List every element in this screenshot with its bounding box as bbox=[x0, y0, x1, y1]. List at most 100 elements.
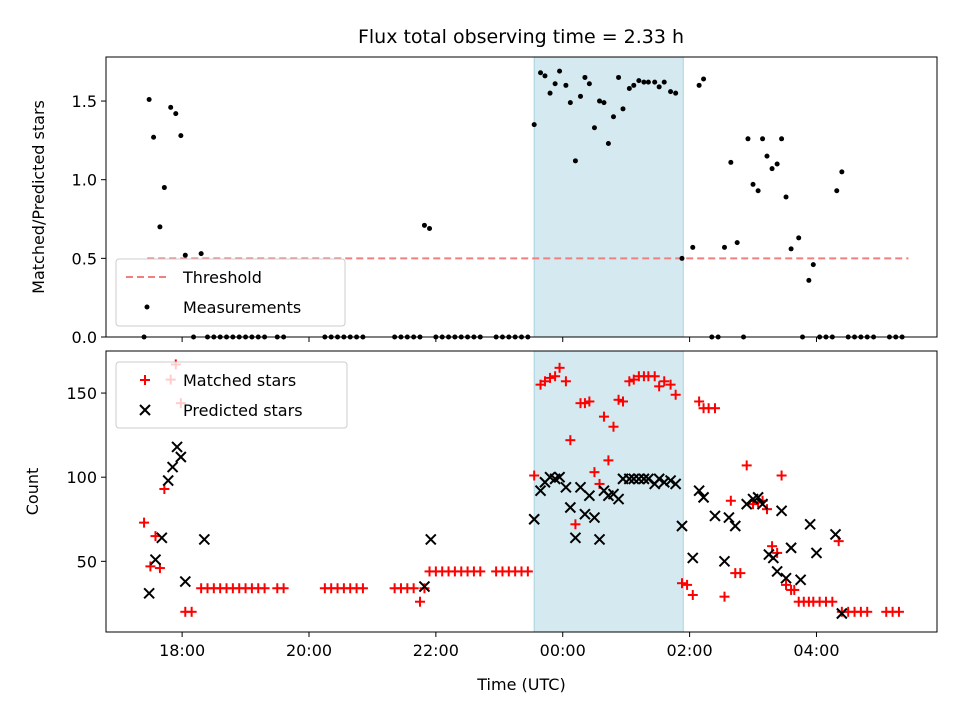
x-marker-b bbox=[149, 553, 162, 566]
predicted-star-point bbox=[579, 508, 591, 520]
bottom-x-tick-label: 20:00 bbox=[286, 641, 332, 660]
bottom-x-ticks: 18:00 20:00 22:00 00:00 02:00 04:00 bbox=[159, 632, 840, 660]
x-marker-b bbox=[718, 555, 731, 568]
bottom-y-tick-label: 150 bbox=[66, 384, 97, 403]
predicted-star-point bbox=[612, 493, 625, 505]
measurement-point bbox=[728, 159, 734, 165]
x-marker-b bbox=[810, 547, 823, 559]
x-marker-b bbox=[175, 451, 187, 463]
top-y-tick-label: 0.0 bbox=[72, 328, 97, 347]
measurement-point bbox=[661, 79, 667, 85]
predicted-star-point bbox=[149, 553, 162, 566]
measurement-point bbox=[788, 246, 794, 252]
matched-star-point bbox=[709, 403, 720, 414]
measurement-point bbox=[173, 111, 179, 117]
matched-star-point bbox=[827, 596, 838, 607]
predicted-star-point bbox=[633, 473, 645, 485]
x-marker-b bbox=[612, 493, 625, 505]
x-marker-b bbox=[628, 473, 640, 485]
predicted-star-point bbox=[560, 481, 572, 494]
x-marker-b bbox=[623, 473, 636, 485]
matched-star-point bbox=[560, 376, 571, 387]
predicted-star-point bbox=[810, 547, 823, 559]
top-y-tick-label: 0.5 bbox=[72, 249, 97, 268]
matched-star-point bbox=[565, 435, 576, 446]
bottom-y-tick-label: 100 bbox=[66, 468, 97, 487]
measurement-point bbox=[538, 70, 544, 76]
matched-star-point bbox=[278, 583, 289, 594]
matched-star-point bbox=[748, 499, 759, 510]
x-marker-b bbox=[534, 484, 547, 497]
measurement-point bbox=[796, 235, 802, 241]
matched-star-point bbox=[649, 371, 660, 382]
predicted-star-point bbox=[593, 533, 606, 546]
measurement-point bbox=[696, 82, 702, 88]
measurement-point bbox=[567, 100, 573, 106]
predicted-star-point bbox=[569, 532, 582, 544]
predicted-star-point bbox=[588, 511, 601, 524]
x-marker-b bbox=[574, 481, 587, 494]
predicted-star-point bbox=[418, 580, 431, 593]
measurement-point bbox=[146, 96, 152, 102]
bottom-x-tick-label: 02:00 bbox=[667, 641, 713, 660]
matched-star-point bbox=[608, 421, 619, 432]
matched-star-point bbox=[624, 376, 635, 387]
x-marker-b bbox=[771, 565, 783, 578]
measurement-point bbox=[834, 188, 840, 194]
matched-star-point bbox=[862, 606, 873, 617]
x-marker-b bbox=[569, 532, 582, 544]
matched-star-point bbox=[570, 519, 581, 530]
measurement-point bbox=[626, 85, 632, 91]
top-axes-frame bbox=[105, 56, 938, 338]
predicted-stars-points bbox=[143, 441, 848, 620]
matched-star-point bbox=[687, 589, 698, 600]
x-marker-b bbox=[697, 491, 710, 504]
x-marker-b bbox=[156, 532, 168, 544]
matched-star-point bbox=[665, 379, 676, 390]
predicted-star-point bbox=[653, 473, 665, 485]
predicted-star-point bbox=[162, 474, 174, 487]
legend-measurements-swatch bbox=[144, 304, 150, 310]
x-marker-b bbox=[642, 473, 655, 485]
x-marker-b bbox=[607, 488, 620, 500]
measurement-point bbox=[582, 74, 588, 80]
measurement-point bbox=[610, 114, 616, 120]
legend-predicted-label: Predicted stars bbox=[183, 401, 303, 420]
matched-star-point bbox=[522, 566, 533, 577]
measurement-point bbox=[616, 74, 622, 80]
legend-plus-marker bbox=[140, 375, 150, 385]
predicted-star-point bbox=[804, 518, 816, 531]
predicted-star-point bbox=[143, 587, 155, 600]
measurement-point bbox=[690, 244, 696, 250]
matched-star-point bbox=[659, 376, 670, 387]
matched-star-point bbox=[789, 584, 800, 595]
top-x-ticks bbox=[181, 337, 817, 342]
measurement-point bbox=[631, 82, 637, 88]
matched-star-point bbox=[694, 396, 705, 407]
predicted-star-point bbox=[638, 473, 650, 485]
x-marker-b bbox=[653, 473, 665, 485]
x-marker-b bbox=[767, 552, 780, 564]
measurement-point bbox=[636, 78, 642, 84]
matched-star-point bbox=[767, 541, 778, 552]
measurement-point bbox=[547, 90, 553, 96]
x-marker-b bbox=[794, 574, 807, 586]
x-marker-b bbox=[425, 533, 437, 546]
measurement-point bbox=[605, 141, 611, 147]
bottom-x-tick-label: 22:00 bbox=[413, 641, 459, 660]
predicted-star-point bbox=[775, 505, 788, 517]
matched-star-point bbox=[259, 583, 270, 594]
x-marker-b bbox=[593, 533, 606, 546]
predicted-star-point bbox=[729, 520, 741, 532]
measurement-point bbox=[552, 81, 558, 87]
bottom-legend: Matched stars Predicted stars bbox=[115, 361, 348, 429]
predicted-star-point bbox=[623, 473, 636, 485]
predicted-star-point bbox=[156, 532, 168, 544]
matched-star-point bbox=[603, 455, 614, 466]
legend-matched-label: Matched stars bbox=[183, 371, 296, 390]
x-marker-b bbox=[836, 607, 848, 620]
measurement-points bbox=[141, 68, 905, 340]
matched-star-point bbox=[893, 606, 904, 617]
matched-star-point bbox=[776, 470, 787, 481]
